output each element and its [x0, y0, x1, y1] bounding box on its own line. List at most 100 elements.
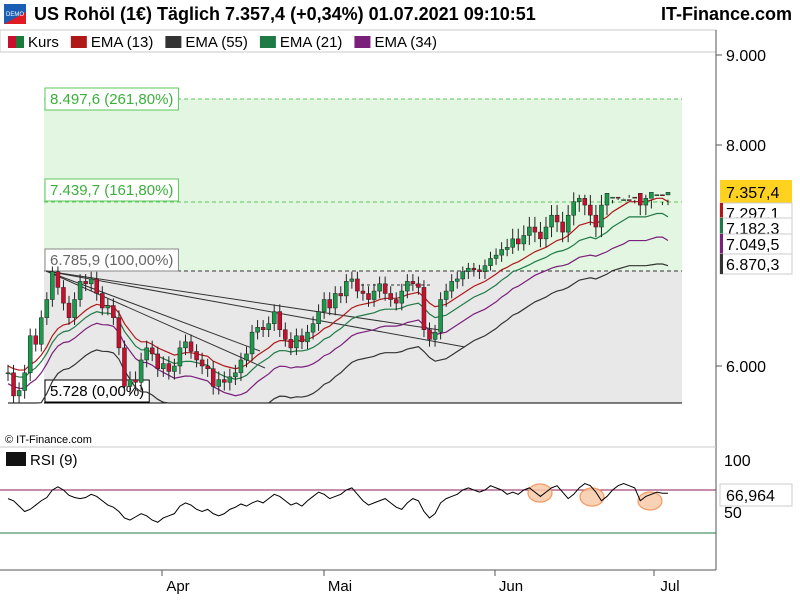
candle	[360, 283, 366, 301]
last-price-box	[720, 180, 792, 204]
candle	[127, 371, 133, 395]
candle-body	[244, 353, 249, 361]
candle	[310, 316, 316, 340]
candle	[499, 242, 504, 262]
candle	[382, 276, 388, 301]
candle-body	[294, 335, 299, 349]
candle	[610, 196, 615, 204]
candle	[471, 262, 477, 277]
candle	[83, 274, 88, 292]
candle-body	[360, 290, 366, 294]
candle-body	[626, 199, 632, 201]
candle	[299, 328, 305, 350]
candle-body	[260, 327, 266, 330]
fan-line-1	[45, 270, 266, 369]
candle	[665, 192, 671, 206]
candle	[488, 251, 493, 271]
rsi-label: RSI (9)	[30, 452, 78, 469]
candle	[271, 304, 277, 331]
rsi-highlight-0	[527, 483, 553, 503]
ema-label-marker-2	[720, 234, 723, 254]
candle	[599, 194, 604, 238]
candle-body	[166, 363, 172, 372]
candle-body	[538, 231, 543, 240]
ema-55-line	[8, 263, 669, 404]
candle	[554, 205, 560, 233]
candle	[405, 274, 410, 299]
rsi-tick-label: 100	[724, 453, 751, 470]
candle-body	[305, 331, 310, 343]
candle-body	[77, 281, 83, 300]
candle-body	[310, 323, 316, 333]
candle	[16, 382, 22, 403]
candle	[416, 276, 421, 295]
legend-item-3: EMA (21)	[259, 34, 342, 51]
candle	[438, 292, 443, 340]
candle-body	[649, 192, 654, 199]
indicator-value-labels: 7.357,47.297,17.182,37.049,56.870,366,96…	[719, 180, 793, 507]
candle	[316, 304, 321, 331]
candle-body	[27, 335, 33, 374]
candle-body	[138, 359, 144, 383]
candle-body	[249, 331, 255, 355]
rsi-last-box	[719, 483, 793, 507]
candle-body	[593, 214, 599, 228]
candle-body	[582, 198, 588, 206]
candle	[149, 340, 155, 362]
candle	[55, 266, 61, 295]
legend-item-0: Kurs	[8, 34, 59, 51]
candle	[332, 286, 338, 316]
candle-body	[654, 194, 660, 196]
candle-body	[83, 281, 88, 285]
price-axis: 9.000 8.000 6.000 100 50	[716, 48, 766, 522]
legend-label: EMA (13)	[91, 34, 154, 51]
candle	[183, 334, 188, 356]
candle	[88, 271, 94, 292]
candle-body	[410, 281, 416, 285]
candle-body	[94, 278, 99, 294]
candle-body	[527, 226, 532, 236]
candle-body	[105, 305, 111, 309]
rsi-markers	[527, 483, 663, 511]
candle	[660, 194, 665, 206]
candle-body	[5, 372, 11, 375]
candle-body	[22, 372, 27, 391]
candle	[216, 371, 222, 395]
candle	[172, 358, 177, 380]
rsi-line	[7, 482, 668, 523]
candle	[210, 361, 216, 395]
legend-swatch	[165, 36, 182, 48]
last-price-label: 7.357,4	[726, 185, 779, 202]
candle	[427, 322, 432, 347]
candle	[188, 334, 194, 359]
time-tick-label: Apr	[166, 578, 189, 595]
candle-body	[144, 347, 149, 361]
candle-body	[610, 196, 615, 199]
candle	[504, 238, 510, 257]
candle	[283, 322, 288, 347]
legend-label: EMA (34)	[374, 34, 437, 51]
candle	[466, 262, 471, 279]
candle-body	[283, 329, 288, 340]
fib-label-0: 8.497,6 (261,80%)	[50, 91, 173, 108]
candle-body	[388, 293, 393, 300]
legend-swatch-kurs-down	[16, 36, 24, 48]
candle	[194, 344, 199, 368]
candle-body	[482, 265, 488, 272]
candle-body	[205, 365, 210, 369]
trend-fan-lines	[45, 270, 466, 369]
candle	[582, 194, 588, 216]
candle	[144, 340, 149, 368]
candle-body	[111, 305, 116, 318]
candle-body	[560, 221, 565, 233]
candle-body	[33, 335, 38, 345]
candle-body	[565, 214, 571, 233]
candle	[638, 192, 643, 216]
candle	[122, 340, 127, 395]
fib-labels: 8.497,6 (261,80%) 7.439,7 (161,80%) 6.785,…	[44, 87, 179, 403]
candle	[355, 271, 360, 299]
candle	[294, 328, 299, 356]
candle	[161, 356, 166, 377]
legend-item-1: EMA (13)	[70, 34, 154, 51]
